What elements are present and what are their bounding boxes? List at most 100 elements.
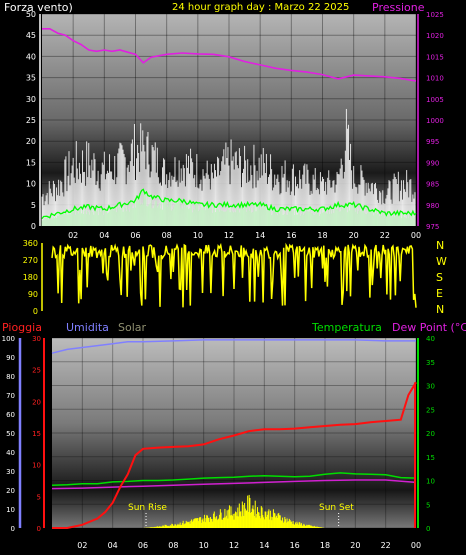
top-right-tick-label: 1015 bbox=[426, 53, 444, 61]
top-x-tick-label: 16 bbox=[286, 231, 296, 240]
top-left-tick-label: 0 bbox=[31, 222, 36, 231]
direction-tick-label: 90 bbox=[28, 290, 38, 299]
humidity-tick-label: 70 bbox=[6, 392, 15, 400]
compass-n-top: N bbox=[436, 239, 444, 252]
direction-tick-label: 0 bbox=[33, 307, 38, 316]
rain-tick-label: 30 bbox=[32, 335, 41, 343]
rain-tick-label: 25 bbox=[32, 367, 41, 375]
temp-tick-label: 0 bbox=[426, 525, 430, 533]
top-x-tick-label: 10 bbox=[193, 231, 203, 240]
pressure-line bbox=[42, 28, 417, 82]
humidity-axis-title: Umidita bbox=[66, 321, 109, 334]
top-right-tick-label: 1005 bbox=[426, 96, 444, 104]
top-x-tick-label: 22 bbox=[380, 231, 390, 240]
top-left-tick-label: 5 bbox=[31, 201, 36, 210]
compass-n-bottom: N bbox=[436, 303, 444, 316]
bottom-x-tick-label: 16 bbox=[290, 541, 300, 550]
humidity-tick-label: 50 bbox=[6, 430, 15, 438]
humidity-tick-label: 60 bbox=[6, 411, 15, 419]
top-left-tick-label: 10 bbox=[26, 180, 36, 189]
humidity-line bbox=[51, 339, 416, 354]
bottom-x-tick-label: 02 bbox=[77, 541, 87, 550]
top-x-tick-label: 06 bbox=[130, 231, 140, 240]
temp-tick-label: 10 bbox=[426, 478, 435, 486]
top-x-tick-label: 20 bbox=[349, 231, 359, 240]
temperature-axis-title: Temperatura bbox=[311, 321, 382, 334]
avg-wind-line bbox=[41, 188, 417, 219]
top-x-tick-label: 00 bbox=[411, 231, 421, 240]
top-left-tick-label: 15 bbox=[26, 158, 36, 167]
bottom-x-tick-label: 12 bbox=[229, 541, 239, 550]
top-right-tick-label: 1025 bbox=[426, 11, 444, 19]
humidity-tick-label: 0 bbox=[11, 525, 15, 533]
top-left-tick-label: 45 bbox=[26, 31, 36, 40]
humidity-tick-label: 20 bbox=[6, 487, 15, 495]
top-left-tick-label: 25 bbox=[26, 116, 36, 125]
header-right-label: Pressione bbox=[372, 1, 425, 14]
temp-tick-label: 5 bbox=[426, 501, 430, 509]
humidity-tick-label: 40 bbox=[6, 449, 15, 457]
humidity-tick-label: 10 bbox=[6, 506, 15, 514]
compass-w: W bbox=[436, 255, 447, 268]
top-right-tick-label: 1020 bbox=[426, 32, 444, 40]
humidity-tick-label: 80 bbox=[6, 373, 15, 381]
top-left-tick-label: 35 bbox=[26, 74, 36, 83]
direction-line bbox=[51, 242, 417, 308]
direction-tick-label: 180 bbox=[23, 273, 38, 282]
top-x-tick-label: 14 bbox=[255, 231, 265, 240]
rain-tick-label: 20 bbox=[32, 398, 41, 406]
bottom-x-tick-label: 22 bbox=[381, 541, 391, 550]
top-x-tick-label: 08 bbox=[162, 231, 172, 240]
temp-tick-label: 20 bbox=[426, 430, 435, 438]
top-right-tick-label: 985 bbox=[426, 181, 439, 189]
top-left-tick-label: 50 bbox=[26, 10, 36, 19]
bottom-x-tick-label: 18 bbox=[320, 541, 330, 550]
rain-tick-label: 0 bbox=[37, 525, 41, 533]
bottom-x-tick-label: 04 bbox=[108, 541, 118, 550]
dewpoint-axis-title: Dew Point (°C) bbox=[392, 321, 466, 334]
bottom-x-tick-label: 00 bbox=[411, 541, 421, 550]
bottom-x-tick-label: 20 bbox=[350, 541, 360, 550]
top-x-tick-label: 04 bbox=[99, 231, 109, 240]
top-x-tick-label: 12 bbox=[224, 231, 234, 240]
rain-tick-label: 5 bbox=[37, 493, 41, 501]
temp-tick-label: 15 bbox=[426, 454, 435, 462]
bottom-x-tick-label: 08 bbox=[168, 541, 178, 550]
sunrise-label: Sun Rise bbox=[128, 503, 167, 513]
top-left-tick-label: 30 bbox=[26, 95, 36, 104]
top-right-tick-label: 990 bbox=[426, 159, 439, 167]
top-left-tick-label: 40 bbox=[26, 52, 36, 61]
compass-s: S bbox=[436, 271, 443, 284]
bottom-panel-bg bbox=[52, 338, 416, 528]
top-left-tick-label: 20 bbox=[26, 137, 36, 146]
direction-tick-label: 360 bbox=[23, 239, 38, 248]
compass-e: E bbox=[436, 287, 443, 300]
top-right-tick-label: 975 bbox=[426, 223, 439, 231]
humidity-tick-label: 100 bbox=[2, 335, 15, 343]
bottom-x-tick-label: 10 bbox=[199, 541, 209, 550]
temp-tick-label: 30 bbox=[426, 383, 435, 391]
temp-tick-label: 35 bbox=[426, 359, 435, 367]
humidity-tick-label: 30 bbox=[6, 468, 15, 476]
dewpoint-line bbox=[51, 479, 417, 490]
rain-tick-label: 15 bbox=[32, 430, 41, 438]
top-right-tick-label: 1000 bbox=[426, 117, 444, 125]
chart-title: 24 hour graph day : Marzo 22 2025 bbox=[172, 2, 349, 13]
bottom-x-tick-label: 14 bbox=[259, 541, 269, 550]
temperature-line bbox=[51, 472, 417, 487]
header-left-label: Forza vento) bbox=[4, 1, 73, 14]
top-right-tick-label: 1010 bbox=[426, 75, 444, 83]
top-x-tick-label: 02 bbox=[68, 231, 78, 240]
solar-axis-title: Solar bbox=[118, 321, 147, 334]
temp-tick-label: 25 bbox=[426, 406, 435, 414]
bottom-x-tick-label: 06 bbox=[138, 541, 148, 550]
top-right-tick-label: 995 bbox=[426, 138, 439, 146]
temp-tick-label: 40 bbox=[426, 335, 435, 343]
sunset-label: Sun Set bbox=[319, 503, 354, 513]
rain-axis-title: Pioggia bbox=[2, 321, 42, 334]
top-x-tick-label: 18 bbox=[317, 231, 327, 240]
humidity-tick-label: 90 bbox=[6, 354, 15, 362]
rain-tick-label: 10 bbox=[32, 462, 41, 470]
direction-tick-label: 270 bbox=[23, 256, 38, 265]
